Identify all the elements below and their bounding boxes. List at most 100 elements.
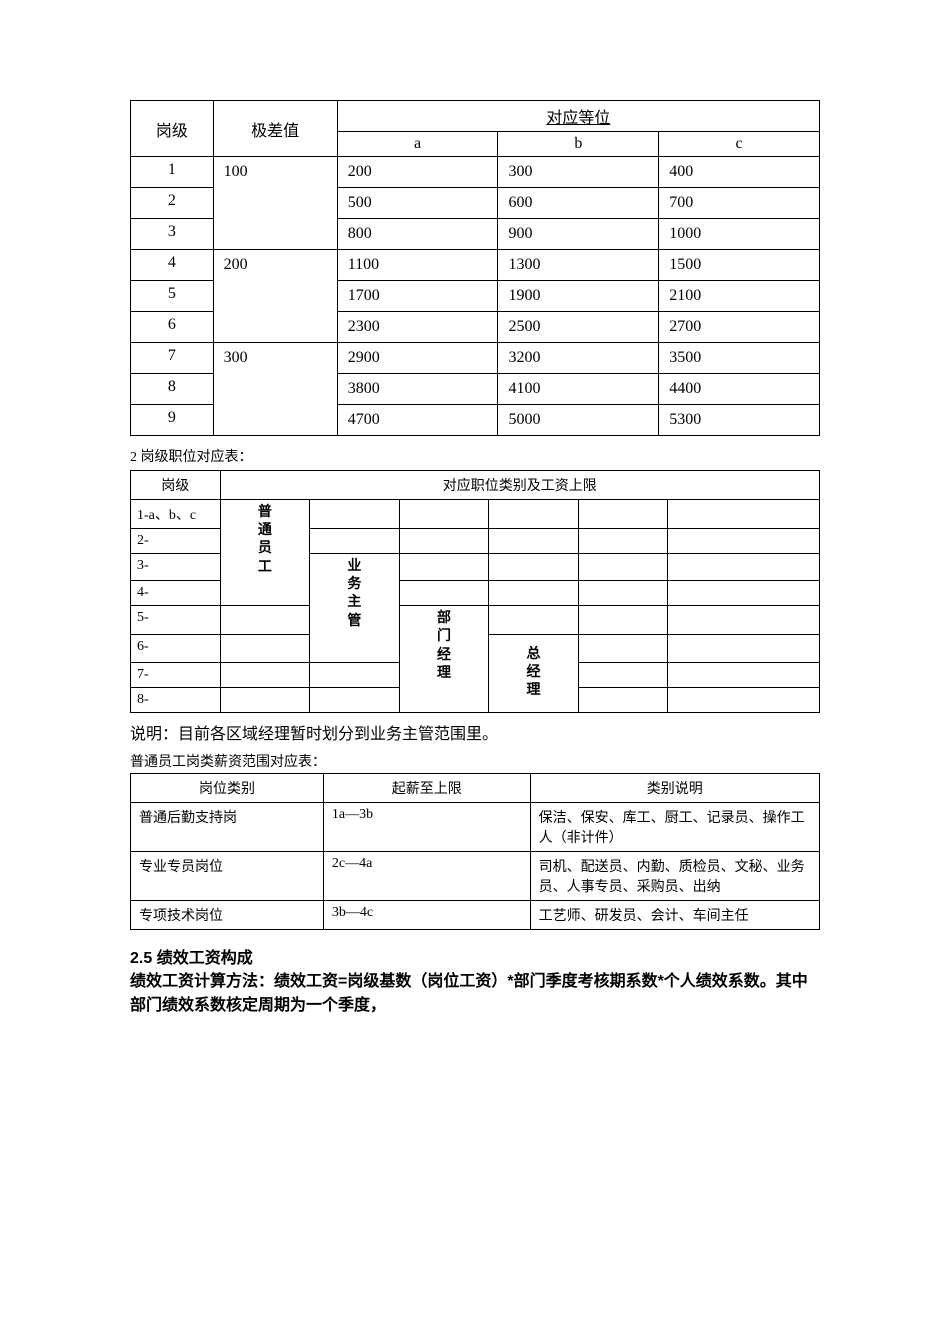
table-row: 1-a、b、c 普 通 员 工 [131,500,820,529]
cell-empty [399,500,489,529]
cell-c: 5300 [659,405,820,436]
cell-empty [489,581,579,606]
th-category: 对应职位类别及工资上限 [220,471,819,500]
cell-empty [220,662,310,687]
cell-b: 1900 [498,281,659,312]
cell-empty [220,687,310,712]
body-paragraph: 绩效工资计算方法：绩效工资=岗级基数（岗位工资）*部门季度考核期系数*个人绩效系… [130,970,820,1018]
cell-level: 1 [131,157,214,188]
cell-a: 3800 [337,374,498,405]
cell-empty [578,529,668,554]
cell-empty [668,500,820,529]
table-row: 普通后勤支持岗 1a—3b 保洁、保安、库工、厨工、记录员、操作工人（非计件） [131,802,820,851]
cell-level: 3 [131,219,214,250]
th-desc: 类别说明 [530,773,819,802]
cell-empty [489,529,579,554]
role-supervisor: 业 务 主 管 [310,554,400,635]
cell-a: 1100 [337,250,498,281]
cell-empty [578,554,668,581]
cell-level: 8 [131,374,214,405]
cell-range: 3b—4c [323,900,530,929]
cell-level: 7 [131,343,214,374]
cell-range: 1a—3b [323,802,530,851]
th-category: 岗位类别 [131,773,324,802]
level-position-table: 岗级 对应职位类别及工资上限 1-a、b、c 普 通 员 工 2- 3- 业 务… [130,470,820,713]
table-row: 5- 部 门 经 理 [131,606,820,635]
cell-empty [489,554,579,581]
cell-level: 3- [131,554,221,581]
cell-empty [489,500,579,529]
section2-label: 2 岗级职位对应表： [130,446,820,466]
section-heading: 2.5 绩效工资构成 [130,944,820,968]
cell-b: 5000 [498,405,659,436]
cell-level: 4 [131,250,214,281]
cell-c: 1500 [659,250,820,281]
cell-c: 4400 [659,374,820,405]
cell-range: 2c—4a [323,851,530,900]
th-c: c [659,132,820,157]
cell-empty [668,662,820,687]
salary-range-table: 岗位类别 起薪至上限 类别说明 普通后勤支持岗 1a—3b 保洁、保安、库工、厨… [130,773,820,930]
th-range: 极差值 [213,101,337,157]
cell-level: 5- [131,606,221,635]
th-level: 岗级 [131,101,214,157]
cell-empty [399,687,489,712]
cell-empty [578,581,668,606]
th-a: a [337,132,498,157]
cell-category: 普通后勤支持岗 [131,802,324,851]
cell-range: 300 [213,343,337,436]
cell-b: 900 [498,219,659,250]
cell-b: 1300 [498,250,659,281]
cell-level: 7- [131,662,221,687]
role-dept-mgr: 部 门 经 理 [399,606,489,687]
th-b: b [498,132,659,157]
note-text: 说明：目前各区域经理暂时划分到业务主管范围里。 [130,723,820,747]
cell-empty [220,581,310,606]
cell-empty [310,635,400,662]
cell-a: 1700 [337,281,498,312]
cell-a: 4700 [337,405,498,436]
cell-a: 500 [337,188,498,219]
table-row: 4 200 1100 1300 1500 [131,250,820,281]
cell-level: 6 [131,312,214,343]
cell-category: 专业专员岗位 [131,851,324,900]
cell-range: 100 [213,157,337,250]
cell-level: 2 [131,188,214,219]
cell-desc: 保洁、保安、库工、厨工、记录员、操作工人（非计件） [530,802,819,851]
cell-desc: 工艺师、研发员、会计、车间主任 [530,900,819,929]
cell-empty [310,529,400,554]
cell-level: 8- [131,687,221,712]
cell-empty [668,554,820,581]
table-row: 8- [131,687,820,712]
cell-level: 2- [131,529,221,554]
cell-level: 6- [131,635,221,662]
cell-empty [310,662,400,687]
cell-c: 2100 [659,281,820,312]
role-gm: 总 经 理 [489,635,579,712]
cell-empty [399,529,489,554]
cell-category: 专项技术岗位 [131,900,324,929]
cell-empty [310,500,400,529]
cell-empty [578,662,668,687]
cell-b: 4100 [498,374,659,405]
cell-empty [578,606,668,635]
cell-level: 4- [131,581,221,606]
cell-desc: 司机、配送员、内勤、质检员、文秘、业务员、人事专员、采购员、出纳 [530,851,819,900]
cell-b: 3200 [498,343,659,374]
cell-empty [668,529,820,554]
cell-empty [220,606,310,635]
table-row: 专业专员岗位 2c—4a 司机、配送员、内勤、质检员、文秘、业务员、人事专员、采… [131,851,820,900]
cell-empty [220,635,310,662]
cell-a: 200 [337,157,498,188]
cell-empty [578,635,668,662]
table-row: 7 300 2900 3200 3500 [131,343,820,374]
cell-empty [668,581,820,606]
table-row: 4- [131,581,820,606]
role-ordinary: 普 通 员 工 [220,500,310,581]
cell-empty [399,554,489,581]
cell-c: 2700 [659,312,820,343]
cell-empty [578,500,668,529]
cell-empty [399,581,489,606]
section3-label: 普通员工岗类薪资范围对应表： [130,751,820,771]
cell-b: 300 [498,157,659,188]
